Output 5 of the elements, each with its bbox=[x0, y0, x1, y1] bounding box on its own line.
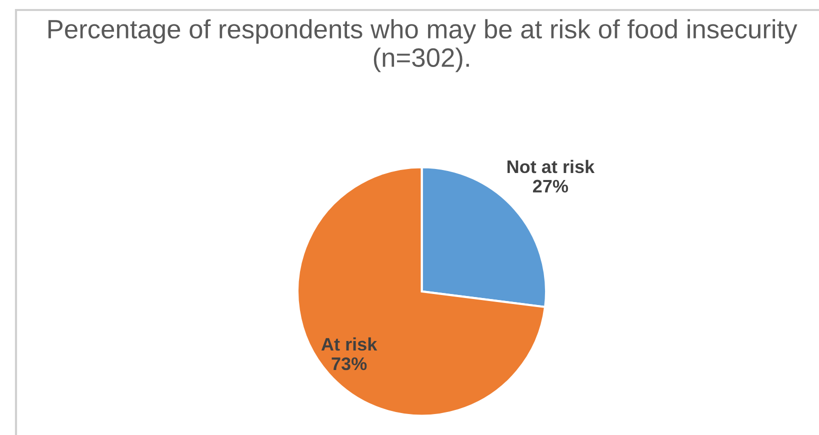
data-label: 73% bbox=[332, 357, 367, 370]
data-label: 27% bbox=[533, 180, 568, 193]
slice-label: Not at risk bbox=[508, 160, 595, 174]
chart-title: Percentage of respondents who may be at risk of food insecurity (n=302). bbox=[48, 19, 798, 72]
slice-label: At risk bbox=[321, 337, 378, 351]
